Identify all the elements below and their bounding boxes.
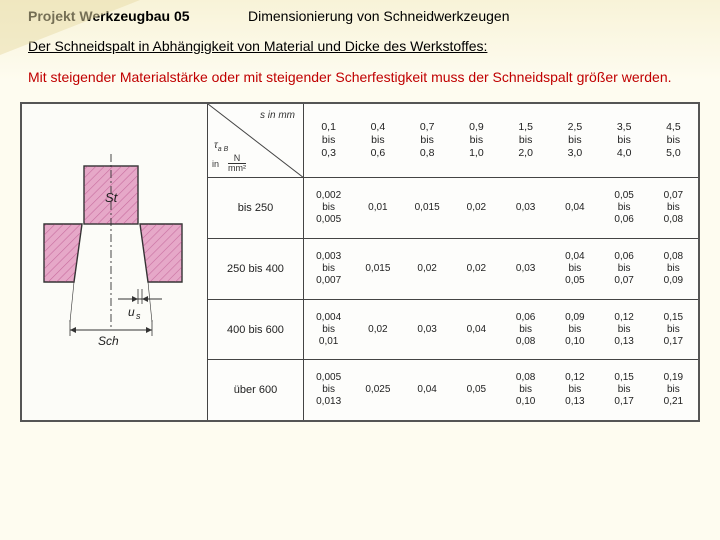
cutting-gap-diagram: St u s Sch	[22, 104, 208, 422]
table-cell: 0,07bis0,08	[649, 178, 698, 238]
table-cell: 0,015	[403, 178, 452, 238]
table-cell: 0,03	[501, 178, 550, 238]
row-label: 400 bis 600	[208, 300, 304, 360]
corner-unit: N mm²	[228, 154, 246, 173]
row-label: 250 bis 400	[208, 239, 304, 299]
table-row: 400 bis 6000,004bis0,010,020,030,040,06b…	[208, 300, 698, 361]
svg-text:s: s	[136, 311, 141, 321]
table-cell: 0,015	[353, 239, 402, 299]
table-cell: 0,03	[501, 239, 550, 299]
column-header: 4,5bis5,0	[649, 104, 698, 177]
table-cell: 0,03	[403, 300, 452, 360]
corner-top: s in mm	[260, 110, 295, 121]
table-cell: 0,08bis0,10	[501, 360, 550, 420]
table-cell: 0,025	[353, 360, 402, 420]
diagram: St u s Sch	[22, 104, 208, 420]
table-cell: 0,005bis0,013	[304, 360, 353, 420]
table-cell: 0,04	[452, 300, 501, 360]
table-cell: 0,04	[403, 360, 452, 420]
table-cell: 0,01	[353, 178, 402, 238]
table-cell: 0,19bis0,21	[649, 360, 698, 420]
chapter-title: Dimensionierung von Schneidwerkzeugen	[248, 8, 510, 24]
row-label: über 600	[208, 360, 304, 420]
column-header: 0,7bis0,8	[403, 104, 452, 177]
data-table: s in mm τa B in N mm² 0,1bis0,30,4bis0,6…	[208, 104, 698, 420]
table-cell: 0,02	[452, 178, 501, 238]
table-row: über 6000,005bis0,0130,0250,040,050,08bi…	[208, 360, 698, 420]
column-header: 0,4bis0,6	[353, 104, 402, 177]
corner-tau: τa B	[214, 140, 228, 153]
column-header: 2,5bis3,0	[550, 104, 599, 177]
table-cell: 0,003bis0,007	[304, 239, 353, 299]
table-cell: 0,12bis0,13	[550, 360, 599, 420]
table-cell: 0,15bis0,17	[600, 360, 649, 420]
table-cell: 0,002bis0,005	[304, 178, 353, 238]
table-cell: 0,06bis0,08	[501, 300, 550, 360]
table-cell: 0,05bis0,06	[600, 178, 649, 238]
body-text: Mit steigender Materialstärke oder mit s…	[0, 54, 720, 96]
column-headers: 0,1bis0,30,4bis0,60,7bis0,80,9bis1,01,5b…	[304, 104, 698, 177]
label-st: St	[105, 190, 119, 205]
corner-accent	[0, 0, 140, 55]
column-header: 0,9bis1,0	[452, 104, 501, 177]
table-cell: 0,02	[353, 300, 402, 360]
figure: St u s Sch	[20, 102, 700, 422]
table-row: bis 2500,002bis0,0050,010,0150,020,030,0…	[208, 178, 698, 239]
table-cell: 0,15bis0,17	[649, 300, 698, 360]
table-cell: 0,02	[452, 239, 501, 299]
table-cell: 0,08bis0,09	[649, 239, 698, 299]
column-header: 3,5bis4,0	[600, 104, 649, 177]
column-header: 1,5bis2,0	[501, 104, 550, 177]
table-cell: 0,04bis0,05	[550, 239, 599, 299]
table-cell: 0,12bis0,13	[600, 300, 649, 360]
table-cell: 0,06bis0,07	[600, 239, 649, 299]
column-header: 0,1bis0,3	[304, 104, 353, 177]
label-us: u	[128, 305, 135, 319]
corner-header: s in mm τa B in N mm²	[208, 104, 304, 177]
table-header-row: s in mm τa B in N mm² 0,1bis0,30,4bis0,6…	[208, 104, 698, 178]
table-cell: 0,09bis0,10	[550, 300, 599, 360]
table-body: bis 2500,002bis0,0050,010,0150,020,030,0…	[208, 178, 698, 420]
table-cell: 0,04	[550, 178, 599, 238]
table-cell: 0,05	[452, 360, 501, 420]
corner-in: in	[212, 159, 219, 169]
table-row: 250 bis 4000,003bis0,0070,0150,020,020,0…	[208, 239, 698, 300]
label-sch: Sch	[98, 334, 119, 348]
table-cell: 0,004bis0,01	[304, 300, 353, 360]
row-label: bis 250	[208, 178, 304, 238]
table-cell: 0,02	[403, 239, 452, 299]
